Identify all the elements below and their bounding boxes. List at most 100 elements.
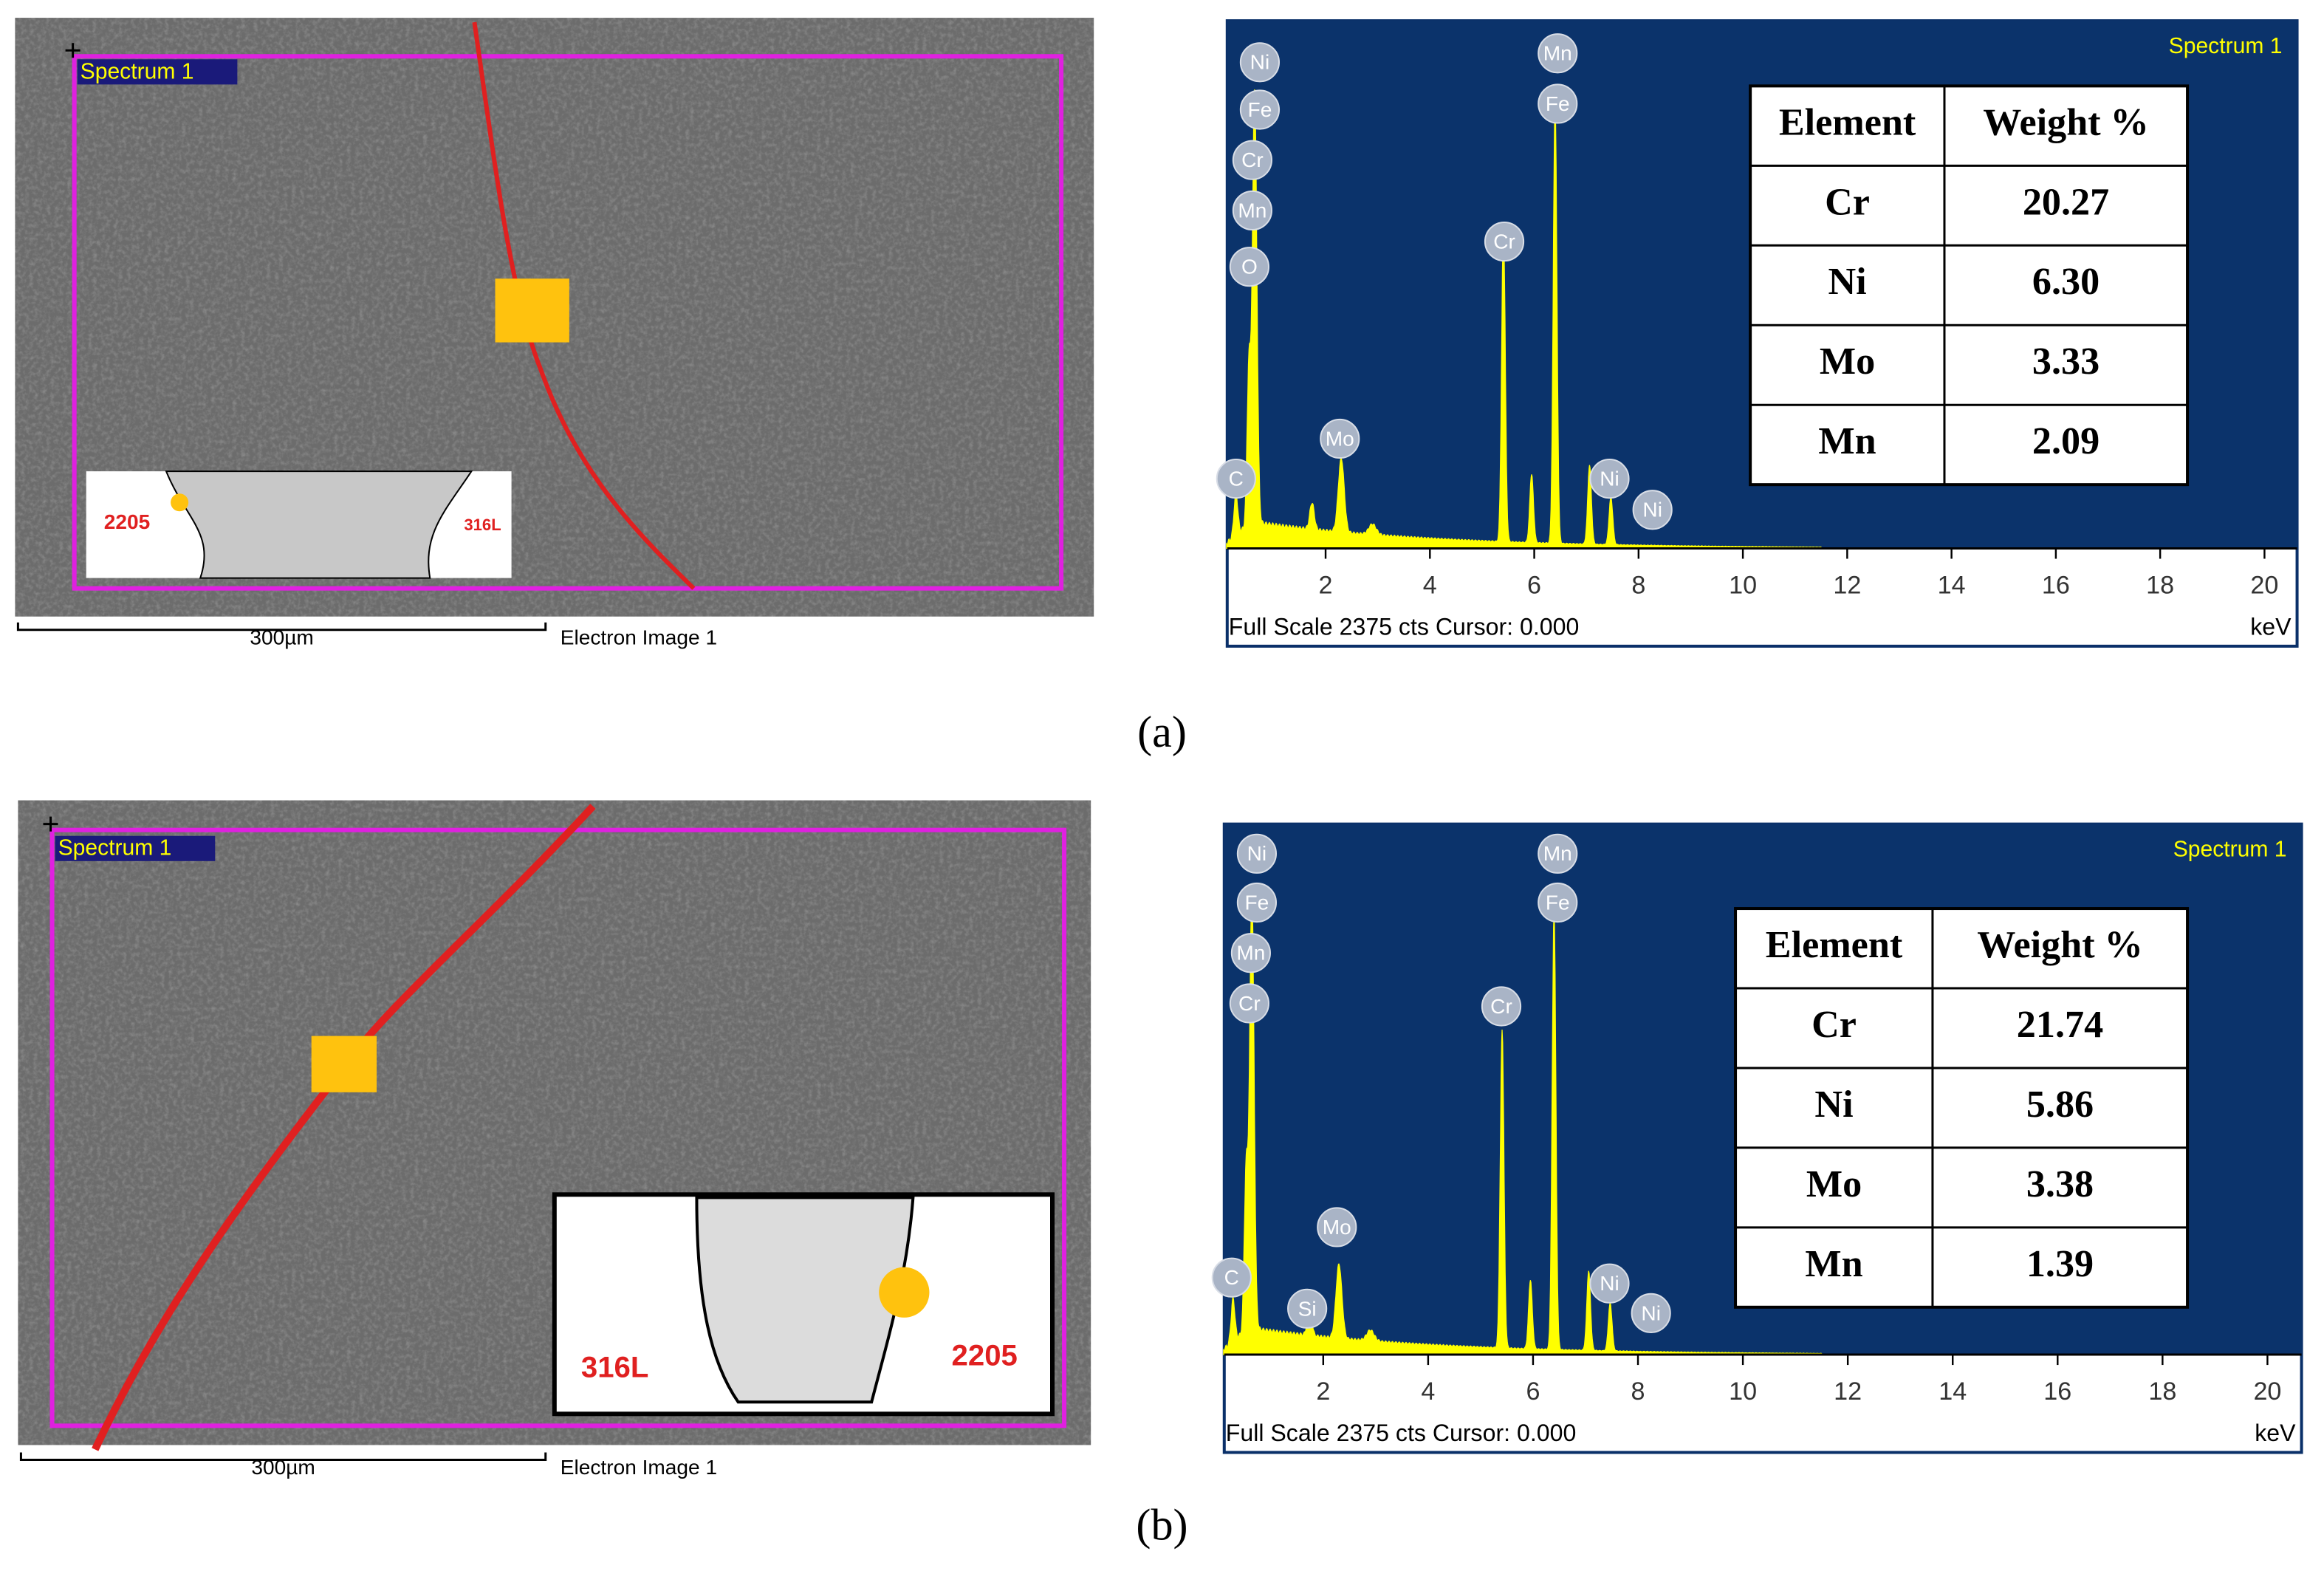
peak-label: Fe [1248, 98, 1272, 121]
x-tick-label: 4 [1421, 1377, 1435, 1406]
x-tick-label: 14 [1938, 572, 1966, 600]
spectrum-label-bg [55, 835, 216, 861]
peak-marker [1239, 89, 1281, 130]
peak-marker [1236, 882, 1278, 923]
x-tick-label: 10 [1729, 572, 1757, 600]
peak-marker [1216, 459, 1256, 499]
peak-marker [1481, 986, 1522, 1027]
spectrum-area [72, 54, 1064, 591]
inset-label: 2205 [952, 1339, 1018, 1372]
boundary-line [472, 21, 696, 590]
table-cell: 21.74 [2017, 1004, 2103, 1046]
x-tick-label: 18 [2146, 572, 2174, 600]
peak-label: Mo [1326, 427, 1354, 450]
peak-label: Mn [1543, 842, 1572, 865]
scale-bar-label: 300µm [251, 1456, 315, 1479]
image-name: Electron Image 1 [561, 1456, 717, 1479]
table-header: Weight % [1977, 924, 2143, 966]
scale-bar-label: 300µm [250, 626, 313, 648]
peak-label: Ni [1642, 499, 1662, 521]
peak-marker [1484, 221, 1525, 262]
peak-marker [1317, 1207, 1357, 1247]
spectrum-footer: Full Scale 2375 cts Cursor: 0.000 [1226, 1420, 1577, 1446]
x-tick-label: 6 [1527, 572, 1541, 600]
table-cell: 3.38 [2026, 1163, 2094, 1205]
x-tick-label: 20 [2253, 1377, 2281, 1406]
table-cell: 1.39 [2026, 1243, 2094, 1285]
crosshair [43, 816, 58, 832]
peak-label: Fe [1546, 92, 1570, 115]
table-cell: Cr [1825, 181, 1870, 223]
table-header: Element [1766, 924, 1903, 966]
peak-marker [1287, 1288, 1328, 1329]
peak-label: Mn [1236, 942, 1265, 965]
table-cell: Mn [1805, 1243, 1862, 1285]
peak-marker [1589, 1263, 1630, 1304]
x-tick-label: 16 [2043, 1377, 2071, 1406]
peak-label: Fe [1245, 891, 1269, 914]
peak-marker [1632, 490, 1673, 530]
image-name: Electron Image 1 [561, 626, 717, 648]
peak-marker [1232, 140, 1272, 180]
table-header: Weight % [1983, 101, 2149, 143]
x-tick-label: 10 [1729, 1377, 1757, 1406]
peak-label: Ni [1247, 842, 1267, 865]
spectrum-title: Spectrum 1 [2173, 838, 2287, 862]
x-tick-label: 6 [1526, 1377, 1540, 1406]
peak-marker [1538, 833, 1578, 874]
peak-label: Cr [1490, 995, 1512, 1018]
scale-bar [19, 1452, 547, 1462]
spectrum-title: Spectrum 1 [2169, 34, 2283, 58]
peak-label: Ni [1250, 51, 1270, 74]
peak-marker [1232, 190, 1272, 231]
table-cell: 6.30 [2032, 261, 2100, 303]
x-tick-label: 12 [1834, 1377, 1862, 1406]
panel: Spectrum 1 316L 2205 300µm Electron Image 1 S… [18, 800, 2303, 1550]
x-unit: keV [2250, 613, 2292, 640]
peak-marker [1320, 418, 1360, 459]
inset-point [879, 1267, 930, 1318]
table-cell: Mn [1818, 420, 1876, 462]
analysis-point [495, 278, 569, 343]
peak-label: Fe [1546, 891, 1570, 914]
peak-marker [1538, 882, 1578, 923]
x-unit: keV [2255, 1420, 2296, 1446]
x-tick-label: 8 [1631, 572, 1645, 600]
x-tick-label: 14 [1939, 1377, 1967, 1406]
crosshair [65, 43, 80, 58]
peak-label: Mo [1323, 1216, 1351, 1239]
table-cell: Ni [1828, 261, 1866, 303]
panel-label: (b) [1136, 1501, 1187, 1550]
spectrum-curve [1226, 89, 1822, 550]
table [1749, 84, 2190, 487]
table-cell: 3.33 [2032, 340, 2100, 383]
x-tick-label: 4 [1423, 572, 1437, 600]
table-cell: Ni [1814, 1084, 1853, 1126]
peak-marker [1239, 42, 1281, 83]
peak-label: C [1229, 468, 1244, 490]
table-cell: 2.09 [2032, 420, 2100, 462]
spectrum-label-bg [77, 59, 238, 85]
inset-label: 316L [581, 1351, 648, 1384]
spectrum-footer: Full Scale 2375 cts Cursor: 0.000 [1229, 613, 1580, 640]
peak-label: Mn [1238, 199, 1266, 222]
table-cell: Mo [1820, 340, 1875, 383]
peak-marker [1538, 83, 1578, 124]
peak-marker [1236, 833, 1278, 874]
spectrum-label: Spectrum 1 [80, 59, 194, 83]
x-tick-label: 2 [1319, 572, 1333, 600]
spectrum-area [49, 827, 1067, 1428]
peak-label: Mn [1543, 42, 1572, 65]
peak-label: Ni [1641, 1301, 1661, 1324]
inset-label: 2205 [104, 510, 150, 533]
table-cell: Cr [1811, 1004, 1857, 1046]
peak-label: C [1224, 1266, 1239, 1289]
scale-bar [16, 622, 547, 632]
peak-marker [1230, 933, 1271, 973]
table-cell: 20.27 [2023, 181, 2109, 223]
peak-marker [1631, 1293, 1671, 1333]
analysis-point [311, 1036, 377, 1092]
table-cell: Mo [1806, 1163, 1862, 1205]
peak-marker [1538, 33, 1578, 74]
